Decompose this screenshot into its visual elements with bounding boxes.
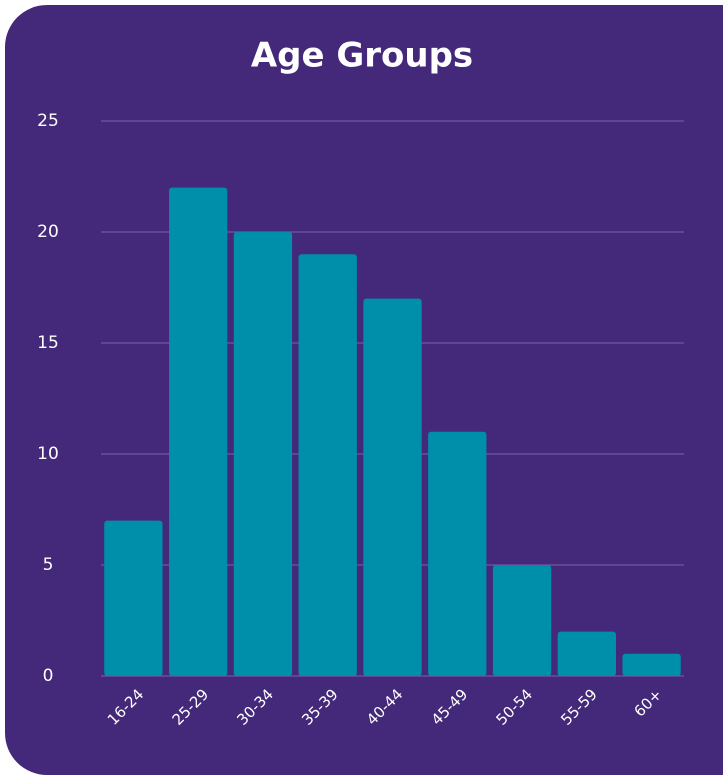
bar [557,631,616,676]
y-tick-label: 0 [43,666,54,686]
y-tick-label: 10 [37,444,59,464]
y-tick-label: 25 [37,111,59,131]
bar [622,653,681,676]
bar [104,520,163,676]
chart-title: Age Groups [251,36,473,76]
y-tick-label: 15 [37,333,59,353]
bar [233,232,293,676]
y-tick-label: 5 [43,555,54,575]
bar [428,431,487,676]
bar [492,565,552,676]
bar [169,187,228,676]
y-tick-label: 20 [37,222,59,242]
bar [363,298,422,676]
bar [298,254,357,676]
